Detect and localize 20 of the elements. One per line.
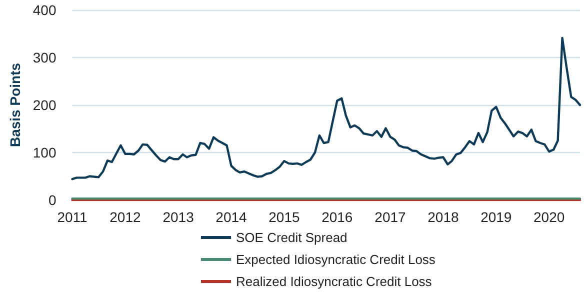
y-tick-label: 400 — [32, 2, 56, 18]
x-tick-label: 2011 — [57, 209, 88, 225]
x-tick-label: 2018 — [428, 209, 459, 225]
x-tick-label: 2015 — [268, 209, 300, 225]
y-axis-title: Basis Points — [7, 62, 23, 148]
x-tick-label: 2020 — [534, 209, 565, 225]
x-tick-label: 2017 — [374, 209, 406, 225]
legend-label: Realized Idiosyncratic Credit Loss — [236, 274, 432, 289]
y-tick-label: 100 — [32, 144, 56, 160]
line-series — [71, 36, 582, 180]
x-tick-label: 2013 — [162, 209, 194, 225]
legend-label: SOE Credit Spread — [236, 230, 348, 245]
x-tick-label: 2014 — [216, 209, 248, 225]
x-tick-label: 2012 — [110, 209, 141, 225]
y-tick-label: 300 — [32, 50, 56, 66]
y-tick-label: 0 — [48, 192, 56, 208]
x-tick-label: 2019 — [480, 209, 512, 225]
legend-label: Expected Idiosyncratic Credit Loss — [236, 252, 436, 267]
x-tick-label: 2016 — [322, 209, 353, 225]
y-tick-label: 200 — [32, 97, 56, 113]
